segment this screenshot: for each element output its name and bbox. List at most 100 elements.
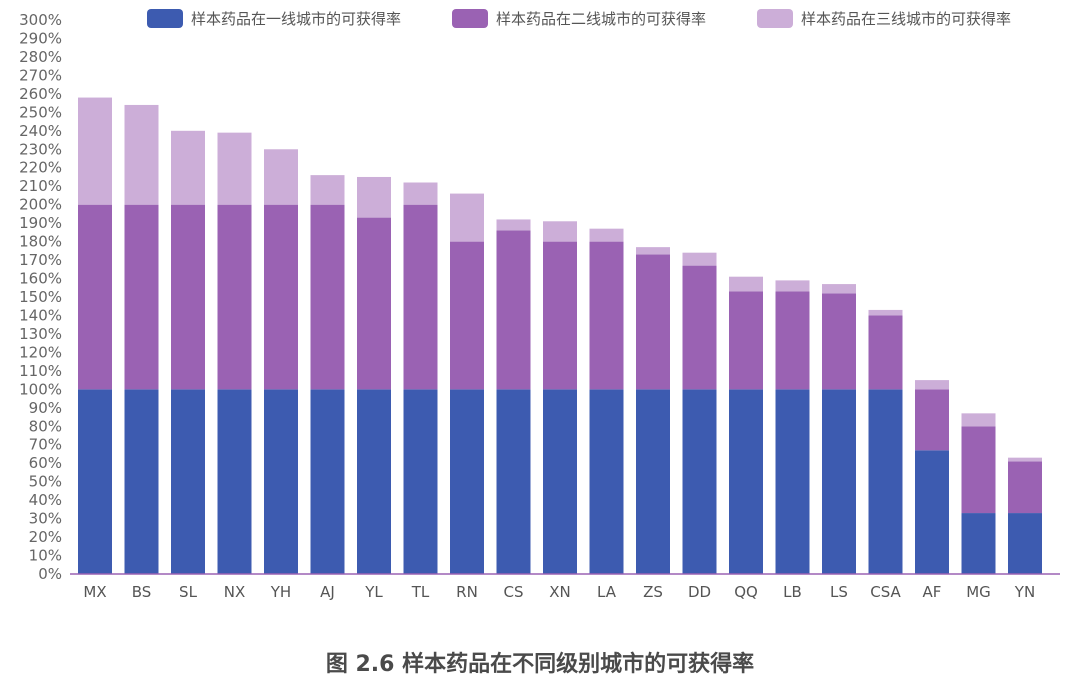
y-tick-label: 70% [29, 436, 62, 454]
x-tick-label: TL [411, 583, 430, 601]
y-tick-label: 80% [29, 417, 62, 435]
y-tick-label: 30% [29, 510, 62, 528]
bar-cs-tier3 [496, 219, 531, 231]
x-tick-label: MG [966, 583, 991, 601]
bar-dd-tier3 [682, 252, 717, 266]
bar-af-tier1 [915, 450, 949, 574]
legend-swatch-tier3 [757, 9, 793, 28]
x-tick-label: CS [504, 583, 524, 601]
bar-mg-tier2 [961, 426, 996, 514]
y-tick-label: 100% [19, 380, 62, 398]
bar-sl-tier2 [171, 204, 205, 390]
bar-af-tier3 [915, 380, 949, 390]
x-tick-label: LA [597, 583, 617, 601]
x-tick-label: RN [456, 583, 478, 601]
y-tick-label: 110% [19, 362, 62, 380]
x-tick-label: LB [783, 583, 802, 601]
y-tick-label: 130% [19, 325, 62, 343]
bar-ls-tier1 [822, 389, 856, 574]
y-tick-label: 260% [19, 85, 62, 103]
bar-la-tier1 [589, 389, 624, 574]
y-tick-label: 270% [19, 66, 62, 84]
bar-yl-tier1 [357, 389, 391, 574]
bar-rn-tier3 [450, 193, 484, 242]
x-tick-label: CSA [870, 583, 901, 601]
bar-nx-tier3 [217, 132, 252, 205]
x-axis: MX BS SL NX YH AJ YL TL RN CS XN LA ZS DD QQ LB LS CSA AF M… [70, 573, 1060, 601]
legend-swatch-tier2 [452, 9, 488, 28]
bar-yn-tier3 [1008, 457, 1042, 462]
bar-mg-tier3 [961, 413, 996, 427]
x-tick-label: AJ [320, 583, 335, 601]
bar-csa-tier1 [868, 389, 903, 574]
bar-series-group [78, 97, 1042, 574]
y-tick-label: 230% [19, 140, 62, 158]
y-tick-label: 210% [19, 177, 62, 195]
bar-csa-tier2 [868, 315, 903, 390]
y-axis: 0%10%20%30%40%50%60%70%80%90%100%110%120… [19, 11, 62, 583]
bar-mg-tier1 [961, 513, 996, 574]
bar-ls-tier2 [822, 293, 856, 390]
y-tick-label: 190% [19, 214, 62, 232]
legend-label-tier2: 样本药品在二线城市的可获得率 [496, 10, 706, 28]
bar-zs-tier1 [636, 389, 670, 574]
bar-tl-tier3 [403, 182, 438, 205]
x-tick-label: BS [132, 583, 152, 601]
bar-lb-tier1 [775, 389, 810, 574]
figure-caption: 图 2.6 样本药品在不同级别城市的可获得率 [325, 652, 755, 677]
y-tick-label: 220% [19, 159, 62, 177]
bar-cs-tier1 [496, 389, 531, 574]
y-tick-label: 300% [19, 11, 62, 29]
bar-ls-tier3 [822, 284, 856, 294]
bar-nx-tier2 [217, 204, 252, 390]
x-tick-label: NX [224, 583, 246, 601]
bar-dd-tier1 [682, 389, 717, 574]
y-tick-label: 10% [29, 547, 62, 565]
bar-nx-tier1 [217, 389, 252, 574]
bar-sl-tier1 [171, 389, 205, 574]
bar-bs-tier2 [124, 204, 159, 390]
bar-xn-tier1 [543, 389, 577, 574]
x-tick-label: AF [923, 583, 942, 601]
legend-swatch-tier1 [147, 9, 183, 28]
bar-aj-tier1 [310, 389, 345, 574]
legend-label-tier1: 样本药品在一线城市的可获得率 [191, 10, 401, 28]
bar-qq-tier2 [729, 291, 763, 390]
chart-legend: 样本药品在一线城市的可获得率 样本药品在二线城市的可获得率 样本药品在三线城市的可获… [147, 9, 1011, 28]
x-tick-label: SL [179, 583, 198, 601]
x-tick-label: DD [688, 583, 711, 601]
bar-dd-tier2 [682, 265, 717, 390]
bar-lb-tier3 [775, 280, 810, 292]
bar-rn-tier1 [450, 389, 484, 574]
y-tick-label: 40% [29, 491, 62, 509]
bar-aj-tier2 [310, 204, 345, 390]
bar-rn-tier2 [450, 241, 484, 390]
y-tick-label: 150% [19, 288, 62, 306]
x-tick-label: LS [830, 583, 848, 601]
bar-cs-tier2 [496, 230, 531, 390]
bar-yh-tier3 [264, 149, 298, 205]
x-tick-label: XN [549, 583, 571, 601]
bar-mx-tier3 [78, 97, 112, 205]
bar-sl-tier3 [171, 130, 205, 205]
bar-csa-tier3 [868, 309, 903, 316]
bar-yl-tier2 [357, 217, 391, 390]
y-tick-label: 50% [29, 473, 62, 491]
y-tick-label: 240% [19, 122, 62, 140]
y-tick-label: 0% [38, 565, 62, 583]
x-tick-label: MX [83, 583, 106, 601]
x-tick-label: ZS [643, 583, 663, 601]
bar-aj-tier3 [310, 175, 345, 205]
y-tick-label: 180% [19, 233, 62, 251]
y-tick-label: 200% [19, 196, 62, 214]
bar-la-tier3 [589, 228, 624, 242]
y-tick-label: 90% [29, 399, 62, 417]
bar-mx-tier2 [78, 204, 112, 390]
y-tick-label: 170% [19, 251, 62, 269]
y-tick-label: 20% [29, 528, 62, 546]
bar-tl-tier1 [403, 389, 438, 574]
bar-zs-tier2 [636, 254, 670, 390]
y-tick-label: 140% [19, 306, 62, 324]
bar-yl-tier3 [357, 176, 391, 218]
x-tick-label: YH [270, 583, 291, 601]
